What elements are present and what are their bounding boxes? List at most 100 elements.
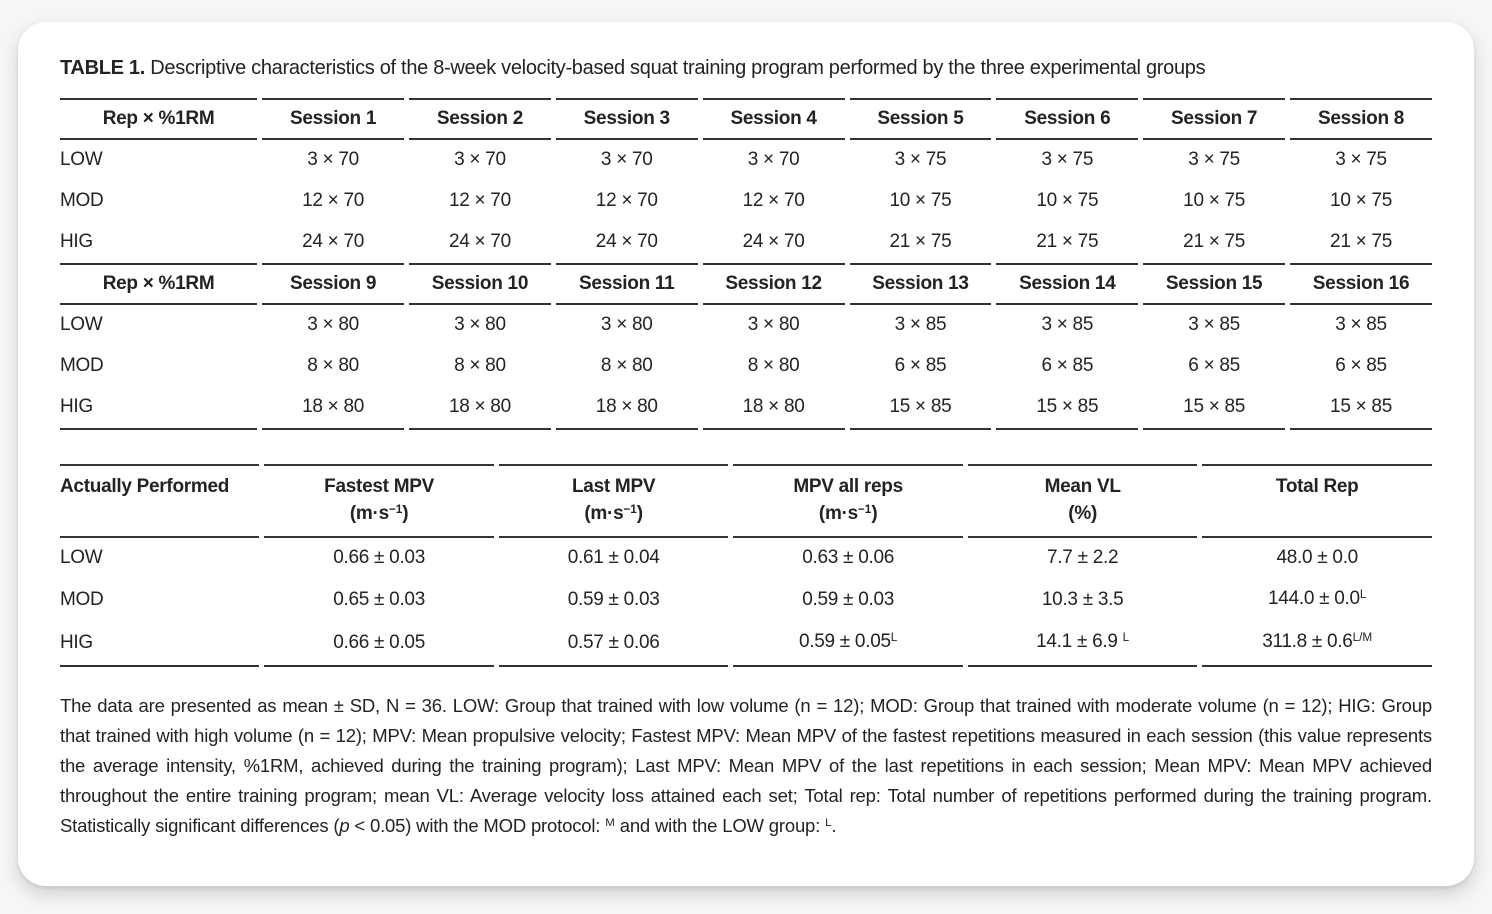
superscript-marker: L — [890, 630, 898, 644]
performance-column-header: Fastest MPV (m·s−1) — [264, 464, 494, 538]
session-column-header: Session 9 — [262, 263, 404, 305]
session-column-header: Session 3 — [555, 98, 698, 140]
session-value-cell: 12 × 70 — [448, 190, 511, 211]
performance-table: Actually Performed Fastest MPV (m·s−1) Last… — [55, 464, 1437, 667]
session-column-header: Session 4 — [702, 98, 845, 140]
session-value-cell: 3 × 75 — [1188, 149, 1240, 170]
sessions-data-row: HIG 18 × 80 18 × 80 18 × 80 18 × 80 15 × 85 15… — [60, 387, 1432, 430]
session-value-cell: 15 × 85 — [996, 387, 1139, 430]
superscript-marker: L — [1122, 630, 1130, 644]
session-value-cell: 3 × 80 — [454, 314, 506, 335]
session-value-cell: 8 × 80 — [307, 355, 359, 376]
session-value-cell: 8 × 80 — [747, 355, 800, 376]
group-label: HIG — [60, 387, 258, 430]
session-value-cell: 8 × 80 — [600, 355, 653, 376]
session-value-cell: 6 × 85 — [1041, 355, 1094, 376]
table-number: TABLE 1. — [60, 57, 146, 79]
session-value-cell: 12 × 70 — [742, 190, 805, 211]
session-column-header: Session 13 — [849, 263, 992, 305]
session-value-cell: 18 × 80 — [702, 387, 845, 430]
sessions-data-row: HIG 24 × 70 24 × 70 24 × 70 24 × 70 21 × 75 21… — [60, 222, 1432, 263]
footnote-text: < 0.05) with the MOD protocol: — [349, 815, 606, 836]
session-value-cell: 21 × 75 — [889, 231, 952, 252]
group-label: HIG — [60, 231, 93, 252]
rep-x-1rm-header: Rep × %1RM — [60, 98, 258, 140]
session-value-cell: 3 × 85 — [1335, 314, 1387, 335]
session-value-cell: 3 × 70 — [454, 149, 506, 170]
session-value-cell: 24 × 70 — [448, 231, 511, 252]
session-value-cell: 10 × 75 — [889, 190, 952, 211]
session-column-header: Session 14 — [996, 263, 1139, 305]
session-column-header: Session 15 — [1143, 263, 1286, 305]
session-value-cell: 18 × 80 — [262, 387, 404, 430]
session-column-header: Session 10 — [408, 263, 551, 305]
footnote-superscript: L — [825, 816, 832, 829]
session-value-cell: 6 × 85 — [1188, 355, 1240, 376]
sessions-data-row: MOD 8 × 80 8 × 80 8 × 80 8 × 80 6 × 85 6 × 85 6… — [60, 346, 1432, 387]
session-column-header: Session 7 — [1143, 98, 1286, 140]
superscript-marker: L — [1359, 587, 1367, 601]
session-column-header: Session 12 — [702, 263, 845, 305]
session-value-cell: 15 × 85 — [849, 387, 992, 430]
table-caption: Descriptive characteristics of the 8-wee… — [150, 57, 1206, 79]
session-value-cell: 24 × 70 — [595, 231, 658, 252]
session-value-cell: 18 × 80 — [555, 387, 698, 430]
actually-performed-header: Actually Performed — [60, 464, 260, 538]
footnote-italic: p — [339, 815, 350, 836]
session-value-cell: 3 × 70 — [307, 149, 359, 170]
session-column-header: Session 6 — [996, 98, 1139, 140]
footnote-text: and with the LOW group: — [614, 815, 826, 836]
group-label: MOD — [60, 355, 104, 376]
sessions-data-row: LOW 3 × 80 3 × 80 3 × 80 3 × 80 3 × 85 3 × 85 3… — [60, 305, 1432, 346]
table-footnote: The data are presented as mean ± SD, N =… — [60, 691, 1432, 844]
footnote-text: . — [831, 815, 837, 836]
session-value-cell: 12 × 70 — [302, 190, 365, 211]
superscript-marker: −1 — [388, 502, 403, 516]
header-unit: (m·s−1) — [584, 502, 643, 524]
footnote-superscript: M — [605, 816, 615, 829]
session-column-header: Session 11 — [555, 263, 698, 305]
performance-data-row: LOW 0.66 ± 0.03 0.61 ± 0.04 0.63 ± 0.06 7.7 … — [60, 538, 1432, 579]
superscript-marker: L/M — [1352, 630, 1373, 644]
performance-value-cell: 10.3 ± 3.5 — [1041, 589, 1124, 610]
session-column-header: Session 1 — [262, 98, 404, 140]
session-value-cell: 12 × 70 — [595, 190, 658, 211]
session-value-cell: 6 × 85 — [1335, 355, 1387, 376]
performance-data-row: HIG 0.66 ± 0.05 0.57 ± 0.06 0.59 ± 0.05L 14.… — [60, 622, 1432, 667]
header-name: Fastest MPV — [324, 476, 435, 497]
group-label: LOW — [60, 314, 103, 335]
session-value-cell: 18 × 80 — [408, 387, 551, 430]
session-value-cell: 6 × 85 — [894, 355, 947, 376]
table-card: TABLE 1. Descriptive characteristics of … — [18, 22, 1474, 886]
performance-value-cell: 0.59 ± 0.05L — [733, 622, 963, 667]
performance-header-row: Actually Performed Fastest MPV (m·s−1) Last… — [60, 464, 1432, 538]
header-unit: (%) — [1068, 503, 1097, 524]
performance-value-cell: 48.0 ± 0.0 — [1276, 547, 1358, 568]
session-value-cell: 3 × 75 — [894, 149, 947, 170]
session-value-cell: 3 × 75 — [1335, 149, 1387, 170]
header-unit: (m·s−1) — [818, 502, 878, 524]
sessions-header-row: Rep × %1RM Session 9 Session 10 Session 11 S… — [60, 263, 1432, 305]
performance-value-cell: 0.65 ± 0.03 — [333, 589, 425, 610]
session-value-cell: 3 × 75 — [1041, 149, 1094, 170]
header-unit: (m·s−1) — [349, 502, 409, 524]
performance-value-cell: 7.7 ± 2.2 — [1047, 547, 1119, 568]
group-label: MOD — [60, 589, 104, 610]
header-name: Actually Performed — [60, 476, 230, 497]
superscript-marker: −1 — [623, 502, 637, 516]
superscript-marker: −1 — [857, 502, 872, 516]
header-name: Last MPV — [571, 476, 656, 497]
group-label: LOW — [60, 547, 103, 568]
rep-x-1rm-header: Rep × %1RM — [60, 263, 258, 305]
session-value-cell: 3 × 70 — [747, 149, 800, 170]
performance-column-header: Last MPV (m·s−1) — [498, 464, 729, 538]
performance-value-cell: 0.59 ± 0.03 — [802, 589, 895, 610]
performance-value-cell: 311.8 ± 0.6L/M — [1202, 622, 1432, 667]
session-value-cell: 3 × 85 — [894, 314, 947, 335]
footnote-text: The data are presented as mean ± SD, N =… — [60, 695, 1432, 836]
session-value-cell: 10 × 75 — [1183, 190, 1246, 211]
group-label: HIG — [60, 622, 260, 667]
session-value-cell: 21 × 75 — [1330, 231, 1392, 252]
performance-value-cell: 0.66 ± 0.03 — [333, 547, 425, 568]
